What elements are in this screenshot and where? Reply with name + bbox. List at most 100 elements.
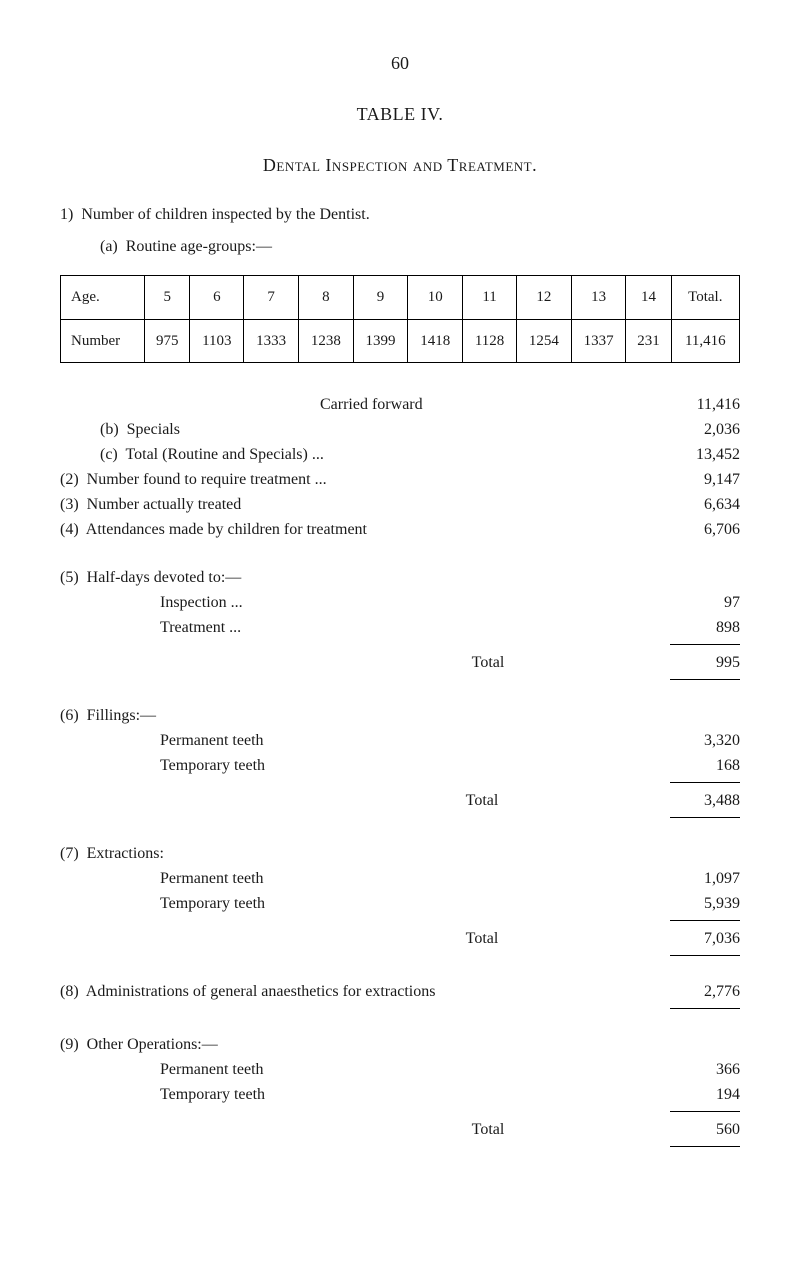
cell: 1399 xyxy=(353,319,408,363)
list-block-8: (8) Administrations of general anaesthet… xyxy=(60,980,740,1009)
cell: 6 xyxy=(190,276,244,320)
value: 7,036 xyxy=(704,927,740,951)
row-item2: (2) Number found to require treatment ..… xyxy=(60,468,740,492)
rule xyxy=(670,955,740,956)
row-item7: (7) Extractions: xyxy=(60,842,740,866)
value: 898 xyxy=(660,616,740,640)
label: (c) Total (Routine and Specials) ... xyxy=(100,443,324,467)
value: 97 xyxy=(660,591,740,615)
label: (7) Extractions: xyxy=(60,842,164,866)
label: (2) Number found to require treatment ..… xyxy=(60,468,327,492)
row-item5-total: Total 995 xyxy=(60,651,740,675)
label: (4) Attendances made by children for tre… xyxy=(60,518,367,542)
cell: 9 xyxy=(353,276,408,320)
table-title: TABLE IV. xyxy=(60,101,740,128)
rule xyxy=(670,644,740,645)
cell: 10 xyxy=(408,276,463,320)
rule xyxy=(670,782,740,783)
table-row: Number 975 1103 1333 1238 1399 1418 1128… xyxy=(61,319,740,363)
label: Total xyxy=(60,789,704,813)
label: Permanent teeth xyxy=(160,729,264,753)
label: Temporary teeth xyxy=(160,892,265,916)
value: 366 xyxy=(660,1058,740,1082)
value: 3,488 xyxy=(704,789,740,813)
cell: 1333 xyxy=(244,319,299,363)
row-item9-total: Total 560 xyxy=(60,1118,740,1142)
label: (b) Specials xyxy=(100,418,180,442)
row-item9: (9) Other Operations:— xyxy=(60,1033,740,1057)
value: 6,634 xyxy=(660,493,740,517)
rule xyxy=(670,679,740,680)
row-item9-temp: Temporary teeth 194 xyxy=(60,1083,740,1107)
cell: 11,416 xyxy=(671,319,739,363)
section-heading: Dental Inspection and Treatment. xyxy=(60,152,740,179)
cell: 13 xyxy=(571,276,626,320)
value: 9,147 xyxy=(660,468,740,492)
value: 194 xyxy=(660,1083,740,1107)
cell: 8 xyxy=(299,276,354,320)
list-block-7: (7) Extractions: Permanent teeth 1,097 T… xyxy=(60,842,740,956)
cell: 1238 xyxy=(299,319,354,363)
cell: 1254 xyxy=(517,319,572,363)
row-item6-total: Total 3,488 xyxy=(60,789,740,813)
cell-number-label: Number xyxy=(61,319,145,363)
label: Carried forward xyxy=(60,393,423,417)
row-item5-inspection: Inspection ... 97 xyxy=(60,591,740,615)
cell: 7 xyxy=(244,276,299,320)
label: Total xyxy=(60,927,704,951)
row-b-specials: (b) Specials 2,036 xyxy=(60,418,740,442)
label: Inspection ... xyxy=(160,591,243,615)
row-item8: (8) Administrations of general anaesthet… xyxy=(60,980,740,1004)
age-table: Age. 5 6 7 8 9 10 11 12 13 14 Total. Num… xyxy=(60,275,740,363)
page-number: 60 xyxy=(60,50,740,77)
value: 3,320 xyxy=(660,729,740,753)
label: Temporary teeth xyxy=(160,1083,265,1107)
label: Total xyxy=(60,1118,716,1142)
sub-a: (a) Routine age-groups:— xyxy=(100,235,740,259)
value: 2,036 xyxy=(660,418,740,442)
heading-1: 1) Number of children inspected by the D… xyxy=(60,203,740,227)
cell: 975 xyxy=(145,319,190,363)
cell: 231 xyxy=(626,319,671,363)
cell-age-label: Age. xyxy=(61,276,145,320)
label: (6) Fillings:— xyxy=(60,704,156,728)
value: 2,776 xyxy=(660,980,740,1004)
cell: 1103 xyxy=(190,319,244,363)
cell: 5 xyxy=(145,276,190,320)
row-carried-forward: Carried forward 11,416 xyxy=(60,393,740,417)
label: Permanent teeth xyxy=(160,1058,264,1082)
row-item7-total: Total 7,036 xyxy=(60,927,740,951)
row-item7-temp: Temporary teeth 5,939 xyxy=(60,892,740,916)
rule xyxy=(670,1146,740,1147)
label: Treatment ... xyxy=(160,616,241,640)
label: Permanent teeth xyxy=(160,867,264,891)
label: (8) Administrations of general anaesthet… xyxy=(60,980,435,1004)
label: (3) Number actually treated xyxy=(60,493,241,517)
row-item5: (5) Half-days devoted to:— xyxy=(60,566,740,590)
row-item7-perm: Permanent teeth 1,097 xyxy=(60,867,740,891)
row-item4: (4) Attendances made by children for tre… xyxy=(60,518,740,542)
rule xyxy=(670,920,740,921)
list-block-5: (5) Half-days devoted to:— Inspection ..… xyxy=(60,566,740,680)
value: 11,416 xyxy=(660,393,740,417)
value: 1,097 xyxy=(660,867,740,891)
cell: Total. xyxy=(671,276,739,320)
row-c-total: (c) Total (Routine and Specials) ... 13,… xyxy=(60,443,740,467)
row-item5-treat: Treatment ... 898 xyxy=(60,616,740,640)
row-item6-perm: Permanent teeth 3,320 xyxy=(60,729,740,753)
row-item9-perm: Permanent teeth 366 xyxy=(60,1058,740,1082)
row-item6: (6) Fillings:— xyxy=(60,704,740,728)
value: 6,706 xyxy=(660,518,740,542)
label: (9) Other Operations:— xyxy=(60,1033,218,1057)
list-block: Carried forward 11,416 (b) Specials 2,03… xyxy=(60,393,740,542)
cell: 1128 xyxy=(463,319,517,363)
label: Temporary teeth xyxy=(160,754,265,778)
rule xyxy=(670,1008,740,1009)
rule xyxy=(670,817,740,818)
table-row: Age. 5 6 7 8 9 10 11 12 13 14 Total. xyxy=(61,276,740,320)
cell: 1337 xyxy=(571,319,626,363)
value: 168 xyxy=(660,754,740,778)
value: 995 xyxy=(716,651,740,675)
list-block-6: (6) Fillings:— Permanent teeth 3,320 Tem… xyxy=(60,704,740,818)
value: 13,452 xyxy=(660,443,740,467)
